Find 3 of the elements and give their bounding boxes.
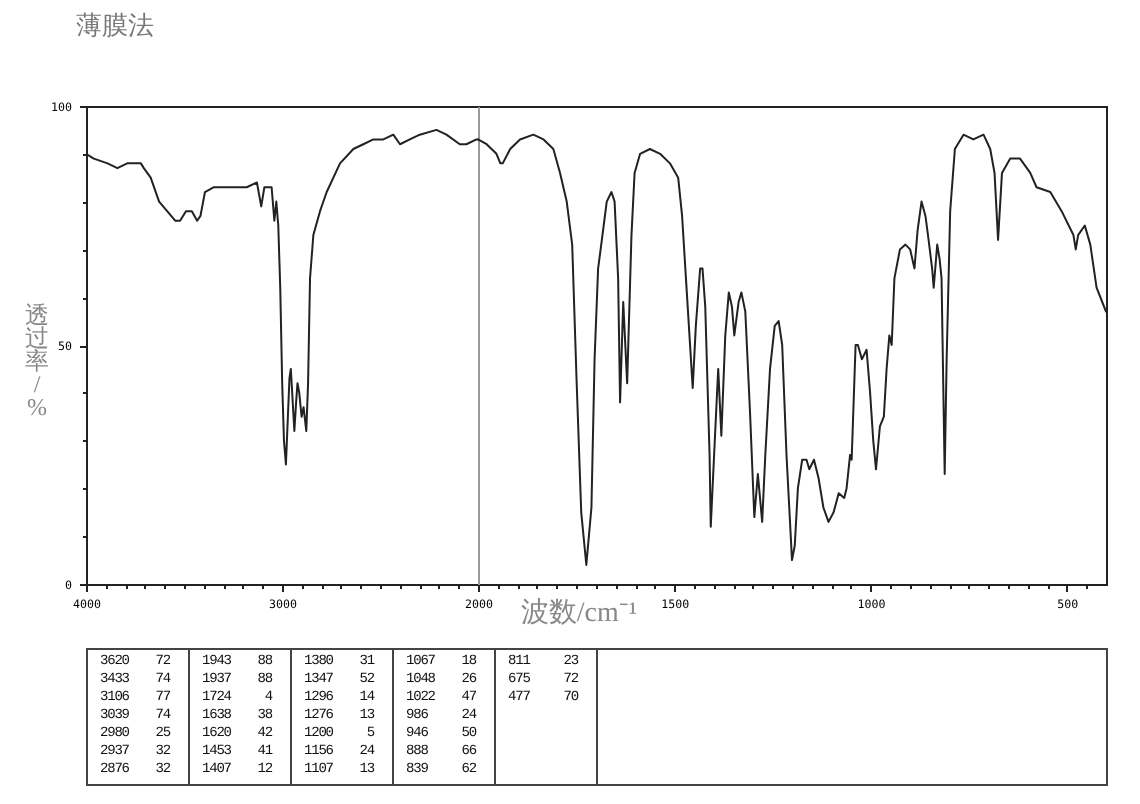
y-axis-title: 透过率/%: [25, 301, 49, 421]
chart-title: 薄膜法: [76, 10, 154, 40]
x-axis-title: 波数/cm⁻¹: [520, 597, 638, 629]
